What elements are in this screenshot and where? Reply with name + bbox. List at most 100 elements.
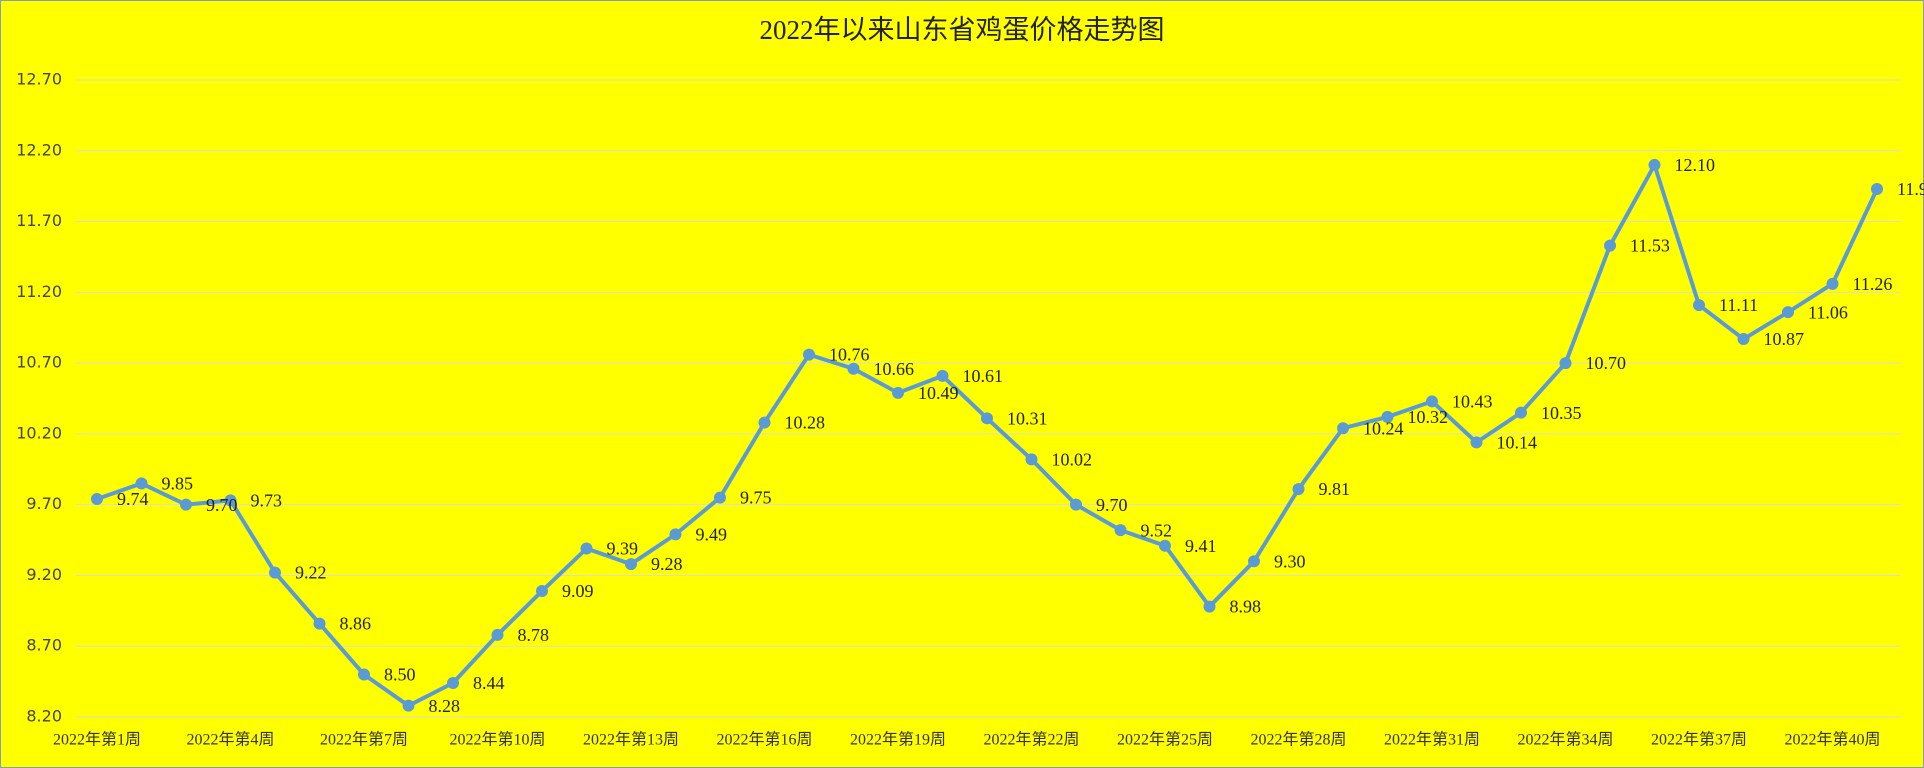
point — [714, 491, 726, 504]
point — [1025, 453, 1038, 466]
data-label: 10.14 — [1497, 433, 1538, 453]
data-label: 9.70 — [1096, 495, 1128, 515]
point — [625, 558, 637, 571]
point — [847, 362, 860, 375]
data-label: 11.93 — [1897, 179, 1924, 199]
point — [758, 416, 771, 429]
x-tick-label: 2022年第4周 — [186, 731, 274, 749]
point — [892, 386, 904, 399]
point — [1381, 410, 1394, 423]
y-tick-label: 8.20 — [26, 707, 62, 726]
y-tick-label: 10.20 — [16, 423, 62, 442]
data-label: 12.10 — [1675, 155, 1716, 175]
chart-title: 2022年以来山东省鸡蛋价格走势图 — [760, 15, 1165, 45]
data-label: 9.39 — [607, 539, 639, 559]
point — [669, 528, 682, 541]
data-label: 11.11 — [1719, 295, 1758, 315]
point — [447, 677, 459, 690]
point — [803, 348, 815, 361]
point — [1871, 182, 1883, 195]
point — [1826, 277, 1839, 290]
point — [1159, 539, 1171, 552]
data-label: 10.61 — [963, 366, 1004, 386]
point — [269, 566, 281, 579]
point — [224, 494, 237, 507]
y-tick-label: 12.70 — [16, 70, 62, 89]
x-tick-label: 2022年第25周 — [1117, 731, 1213, 749]
data-label: 10.49 — [918, 383, 959, 403]
x-tick-label: 2022年第22周 — [983, 731, 1079, 749]
data-label: 9.41 — [1185, 536, 1217, 556]
data-label: 9.73 — [251, 491, 283, 511]
data-label: 10.76 — [829, 345, 870, 365]
point — [135, 477, 148, 490]
x-tick-label: 2022年第13周 — [583, 731, 679, 749]
x-tick-label: 2022年第19周 — [850, 731, 946, 749]
data-label: 8.86 — [340, 614, 372, 634]
data-label: 8.78 — [518, 625, 550, 645]
data-label: 9.75 — [740, 488, 772, 508]
point — [1203, 600, 1216, 613]
x-tick-label: 2022年第40周 — [1784, 731, 1880, 749]
point — [1426, 395, 1438, 408]
point — [536, 585, 548, 598]
y-tick-label: 9.70 — [26, 494, 62, 513]
y-tick-label: 12.20 — [16, 140, 62, 159]
data-label: 11.26 — [1853, 274, 1893, 294]
point — [491, 628, 504, 641]
data-label: 10.66 — [874, 359, 915, 379]
data-label: 9.09 — [562, 581, 594, 601]
point — [1782, 306, 1794, 319]
data-label: 9.85 — [162, 474, 194, 494]
data-label: 10.87 — [1764, 329, 1805, 349]
point — [1248, 555, 1260, 568]
y-tick-label: 11.20 — [16, 282, 62, 301]
data-label: 8.98 — [1230, 597, 1262, 617]
data-label: 11.53 — [1630, 236, 1670, 256]
data-label: 9.81 — [1319, 479, 1351, 499]
data-label: 9.52 — [1141, 520, 1173, 540]
point — [313, 617, 326, 630]
point — [981, 412, 993, 425]
point — [1604, 239, 1616, 252]
data-label: 10.02 — [1052, 449, 1093, 469]
y-tick-label: 8.70 — [26, 636, 62, 655]
point — [358, 668, 370, 681]
data-label: 10.35 — [1541, 403, 1582, 423]
data-label: 8.28 — [429, 696, 461, 716]
point — [1693, 299, 1705, 312]
point — [1470, 436, 1483, 449]
x-tick-label: 2022年第7周 — [320, 731, 408, 749]
point — [1737, 333, 1750, 346]
data-label: 10.70 — [1586, 353, 1627, 373]
x-tick-label: 2022年第16周 — [716, 731, 812, 749]
x-tick-label: 2022年第34周 — [1517, 731, 1613, 749]
point — [1648, 158, 1661, 171]
x-tick-label: 2022年第1周 — [53, 731, 141, 749]
data-label: 11.06 — [1808, 302, 1848, 322]
data-label: 9.70 — [206, 495, 238, 515]
data-label: 9.22 — [295, 563, 327, 583]
point — [1515, 406, 1527, 419]
data-label: 10.24 — [1363, 418, 1404, 438]
point — [1070, 498, 1082, 511]
data-label: 10.43 — [1452, 391, 1493, 411]
point — [91, 493, 103, 506]
x-tick-label: 2022年第31周 — [1384, 731, 1480, 749]
data-label: 9.28 — [651, 554, 683, 574]
y-tick-label: 9.20 — [26, 565, 62, 584]
data-label: 10.32 — [1408, 407, 1449, 427]
x-tick-label: 2022年第10周 — [449, 731, 545, 749]
point — [1114, 524, 1127, 537]
data-label: 10.31 — [1007, 408, 1048, 428]
x-tick-label: 2022年第37周 — [1651, 731, 1747, 749]
point — [402, 699, 415, 712]
y-tick-label: 11.70 — [16, 211, 62, 230]
x-tick-label: 2022年第28周 — [1250, 731, 1346, 749]
point — [580, 542, 593, 555]
point — [1337, 422, 1349, 435]
data-label: 9.30 — [1274, 551, 1306, 571]
y-tick-label: 10.70 — [16, 353, 62, 372]
